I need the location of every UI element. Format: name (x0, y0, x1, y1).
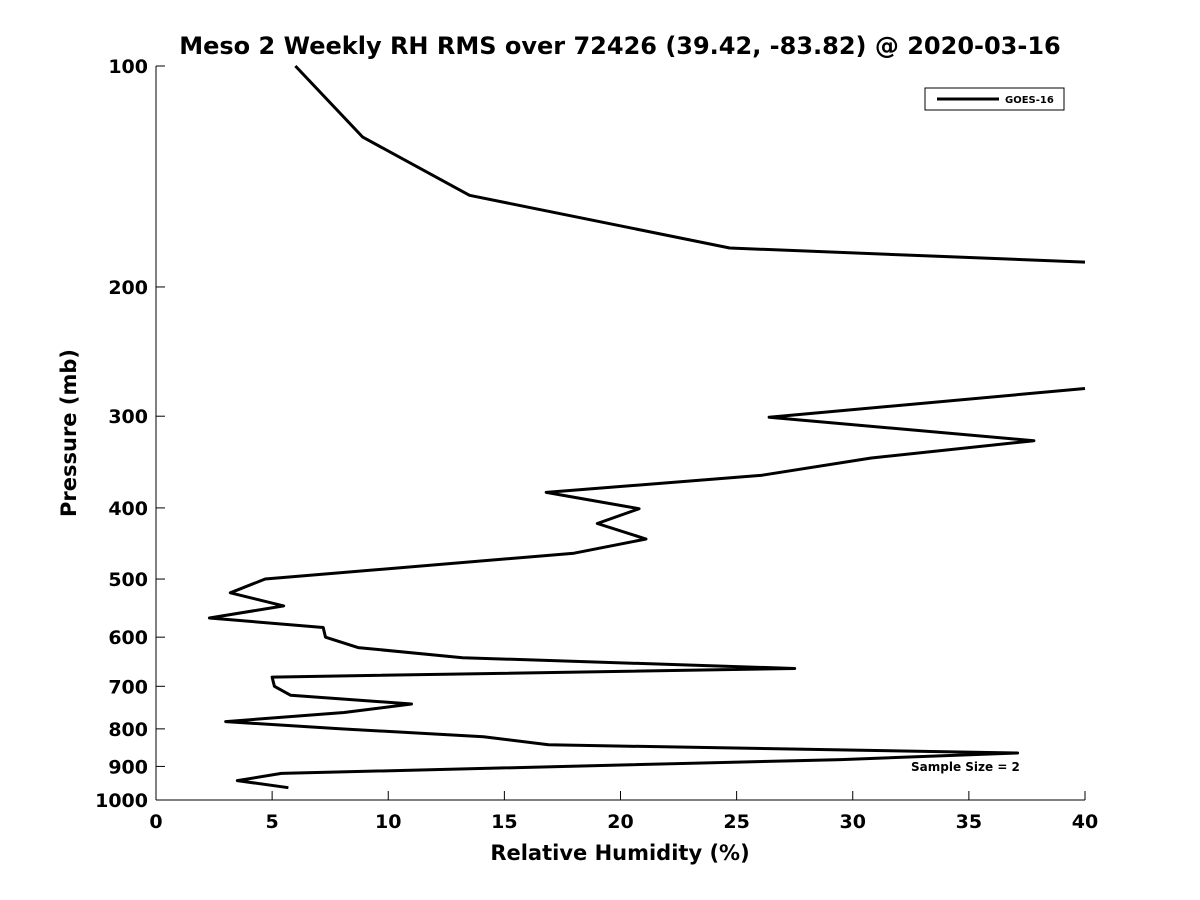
x-tick-label: 5 (266, 811, 279, 833)
x-tick-label: 25 (723, 811, 749, 833)
y-tick-label: 100 (108, 56, 148, 78)
y-tick-label: 1000 (95, 790, 148, 812)
y-tick-label: 300 (108, 406, 148, 428)
y-ticks: 100 200 300 400 500 600 700 800 900 1000 (95, 56, 165, 812)
x-tick-label: 30 (840, 811, 866, 833)
y-tick-label: 200 (108, 277, 148, 299)
y-axis-label: Pressure (mb) (57, 349, 81, 517)
y-tick-label: 700 (108, 676, 148, 698)
x-tick-label: 20 (607, 811, 633, 833)
x-tick-label: 40 (1072, 811, 1098, 833)
y-tick-label: 400 (108, 498, 148, 520)
x-tick-label: 10 (375, 811, 401, 833)
y-tick-label: 900 (108, 756, 148, 778)
y-tick-label: 800 (108, 719, 148, 741)
x-tick-label: 15 (491, 811, 517, 833)
y-tick-label: 500 (108, 569, 148, 591)
sample-size-annotation: Sample Size = 2 (911, 760, 1020, 774)
plot-area (207, 64, 1086, 790)
series-line-goes-16 (207, 64, 1086, 790)
x-axis-label: Relative Humidity (%) (490, 841, 749, 865)
x-tick-label: 0 (149, 811, 162, 833)
legend: GOES-16 (924, 87, 1065, 111)
x-tick-label: 35 (956, 811, 982, 833)
x-ticks: 0 5 10 15 20 25 30 35 40 (149, 791, 1098, 833)
legend-label-goes-16: GOES-16 (1005, 95, 1054, 106)
chart-title: Meso 2 Weekly RH RMS over 72426 (39.42, … (179, 32, 1061, 60)
y-tick-label: 600 (108, 627, 148, 649)
